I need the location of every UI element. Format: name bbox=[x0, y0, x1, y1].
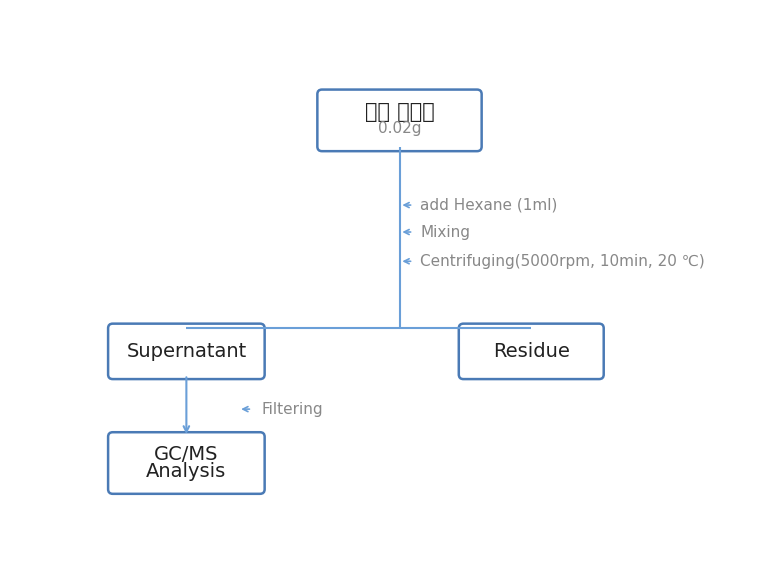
Text: Supernatant: Supernatant bbox=[126, 342, 247, 361]
Text: Analysis: Analysis bbox=[146, 462, 226, 481]
Text: add Hexane (1ml): add Hexane (1ml) bbox=[420, 197, 558, 213]
FancyBboxPatch shape bbox=[108, 323, 265, 379]
Text: Centrifuging(5000rpm, 10min, 20 ℃): Centrifuging(5000rpm, 10min, 20 ℃) bbox=[420, 254, 705, 269]
Text: 편백 추출물: 편백 추출물 bbox=[365, 102, 434, 122]
Text: Residue: Residue bbox=[492, 342, 569, 361]
FancyBboxPatch shape bbox=[459, 323, 604, 379]
Text: Filtering: Filtering bbox=[261, 401, 323, 417]
FancyBboxPatch shape bbox=[108, 432, 265, 494]
FancyBboxPatch shape bbox=[317, 90, 482, 151]
Text: GC/MS: GC/MS bbox=[154, 445, 219, 464]
Text: 0.02g: 0.02g bbox=[378, 121, 421, 137]
Text: Mixing: Mixing bbox=[420, 224, 471, 240]
